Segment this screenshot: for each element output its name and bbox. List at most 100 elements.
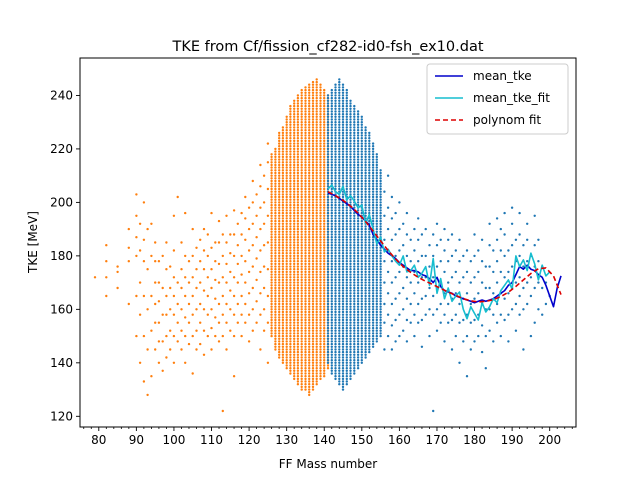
scatter-point [371,326,375,330]
scatter-point [278,326,281,330]
scatter-point [289,367,292,370]
scatter-point [379,257,382,260]
scatter-point [300,345,303,348]
scatter-point [308,252,311,255]
scatter-point [330,214,333,217]
scatter-point [281,145,285,148]
scatter-point [135,193,138,196]
scatter-point [251,286,254,290]
scatter-point [360,121,363,124]
scatter-point [274,206,277,209]
scatter-point [274,209,277,212]
scatter-point [341,318,345,322]
scatter-point [300,388,303,391]
scatter-point [304,134,307,137]
scatter-point [334,201,337,204]
scatter-point [375,201,378,204]
scatter-point [289,161,292,164]
scatter-point [364,161,367,164]
scatter-point [304,302,307,306]
scatter-point [492,313,495,316]
scatter-point [398,334,401,338]
scatter-point [345,187,348,191]
scatter-point [270,292,273,295]
scatter-point [221,409,224,413]
scatter-point [465,334,469,338]
scatter-point [402,329,405,332]
scatter-point [334,300,337,303]
scatter-point [285,334,288,338]
scatter-point [371,179,375,183]
scatter-point [349,190,352,193]
scatter-point [379,273,382,276]
scatter-point [281,337,285,340]
scatter-point [338,353,341,356]
scatter-point [311,284,315,287]
scatter-point [368,284,371,287]
scatter-point [371,278,375,282]
scatter-point [293,342,296,346]
scatter-point [315,302,318,306]
scatter-point [300,147,303,151]
scatter-point [255,193,258,196]
scatter-point [349,145,352,148]
scatter-point [368,139,371,143]
scatter-point [345,139,348,143]
scatter-point [274,289,277,292]
scatter-point [274,158,277,161]
scatter-point [311,94,315,97]
scatter-point [319,163,322,167]
scatter-point [334,284,337,287]
scatter-point [323,350,326,354]
scatter-point [281,171,285,175]
scatter-point [308,166,311,169]
scatter-point [285,182,288,185]
scatter-point [375,225,378,228]
scatter-point [375,222,378,225]
scatter-point [296,201,300,204]
scatter-point [368,137,371,140]
scatter-point [311,377,315,381]
scatter-point [518,313,521,316]
scatter-point [281,201,285,204]
scatter-point [323,94,326,97]
scatter-point [315,329,318,332]
scatter-point [338,350,341,354]
scatter-point [375,310,378,314]
scatter-point [360,305,363,308]
scatter-point [293,284,296,287]
scatter-point [285,193,288,196]
scatter-point [379,177,382,180]
scatter-point [371,150,375,153]
scatter-point [353,345,356,348]
scatter-point [232,209,236,212]
scatter-point [360,340,363,343]
scatter-point [285,342,288,346]
scatter-point [334,289,337,292]
scatter-point [300,174,303,177]
scatter-point [281,318,285,322]
scatter-point [274,198,277,201]
scatter-point [142,238,146,241]
scatter-point [323,284,326,287]
scatter-point [364,187,367,191]
scatter-point [338,270,341,274]
scatter-point [281,131,285,135]
scatter-point [319,353,322,356]
scatter-point [353,249,356,252]
scatter-point [293,107,296,111]
scatter-point [304,206,307,209]
scatter-point [229,233,232,236]
scatter-point [278,313,281,316]
scatter-point [281,244,285,247]
scatter-point [349,230,352,233]
scatter-point [341,129,345,132]
scatter-point [375,308,378,311]
scatter-point [345,342,348,346]
scatter-point [338,219,341,223]
scatter-point [341,326,345,330]
scatter-layer [93,78,551,413]
scatter-point [334,273,337,276]
scatter-point [326,118,330,121]
